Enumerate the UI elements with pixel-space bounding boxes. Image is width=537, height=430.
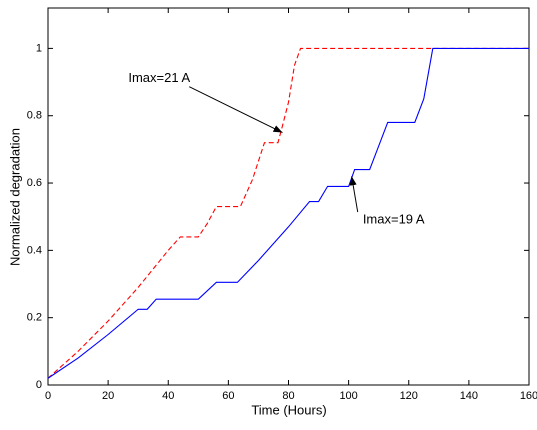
x-tick-label: 60 <box>222 390 234 402</box>
y-tick-label: 0.2 <box>27 312 42 324</box>
x-tick-label: 40 <box>162 390 174 402</box>
annotation: Imax=21 A <box>128 70 190 85</box>
x-tick-label: 140 <box>460 390 478 402</box>
y-tick-label: 0 <box>36 379 42 391</box>
annotation: Imax=19 A <box>363 212 425 227</box>
y-axis-label: Normalized degradation <box>7 128 22 266</box>
y-tick-label: 0.6 <box>27 177 42 189</box>
x-tick-label: 80 <box>282 390 294 402</box>
annotation-arrow <box>189 86 283 133</box>
x-axis-label: Time (Hours) <box>251 402 326 417</box>
annotation-arrow <box>349 176 359 213</box>
data-line <box>47 47 529 379</box>
data-line <box>47 47 529 379</box>
x-tick-label: 160 <box>520 390 537 402</box>
y-tick-label: 0.4 <box>27 244 42 256</box>
x-tick-label: 20 <box>102 390 114 402</box>
y-tick-label: 1 <box>36 42 42 54</box>
y-tick-label: 0.8 <box>27 110 42 122</box>
x-tick-label: 120 <box>400 390 418 402</box>
x-tick-label: 0 <box>45 390 51 402</box>
plot-area <box>47 7 530 386</box>
x-tick-label: 100 <box>339 390 357 402</box>
